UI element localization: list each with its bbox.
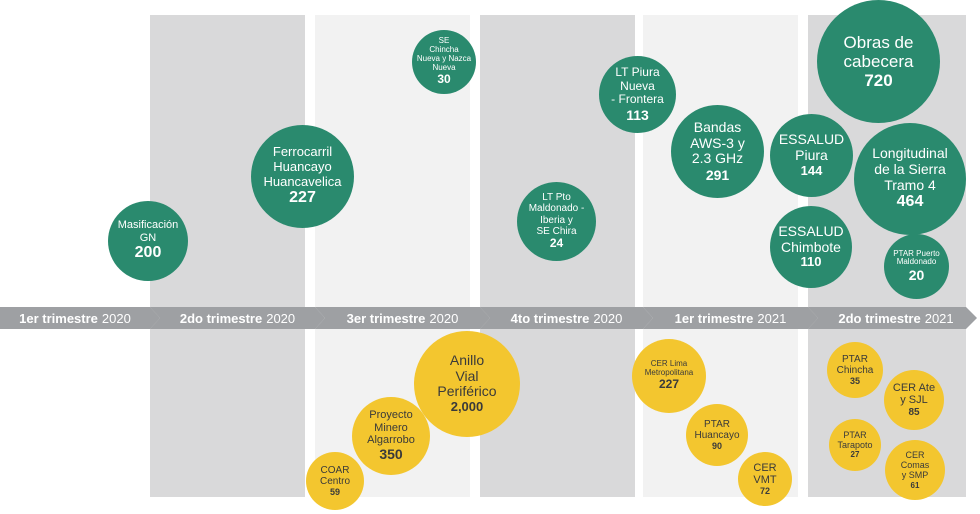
project-value: 35 <box>849 376 860 387</box>
project-value: 61 <box>910 480 920 490</box>
project-value: 144 <box>800 162 823 178</box>
project-name: Ferrocarril Huancayo Huancavelica <box>263 144 342 189</box>
project-bubble-cer-vmt: CER VMT 72 <box>738 452 792 506</box>
project-value: 85 <box>908 406 920 418</box>
project-name: Proyecto Minero Algarrobo <box>367 409 415 447</box>
timeline-label-2: 2do trimestre 2020 <box>160 307 315 329</box>
project-name: ESSALUD Chimbote <box>778 222 844 255</box>
project-bubble-masificacion-gn: Masificación GN 200 <box>108 201 188 281</box>
project-bubble-lt-piura-frontera: LT Piura Nueva - Frontera 113 <box>599 56 676 133</box>
project-bubble-essalud-chimbote: ESSALUD Chimbote 110 <box>770 206 852 288</box>
project-name: PTAR Puerto Maldonado <box>893 248 940 267</box>
project-bubble-proyecto-minero: Proyecto Minero Algarrobo 350 <box>352 397 430 475</box>
quarter-name: 3er trimestre <box>346 310 426 326</box>
project-name: LT Pto Maldonado - Iberia y SE Chira <box>528 192 585 237</box>
quarter-name: 1er trimestre <box>674 310 754 326</box>
project-bubble-obras-de-cabecera: Obras de cabecera 720 <box>817 0 940 123</box>
quarter-year: 2020 <box>266 310 296 326</box>
project-bubble-se-chincha-nazca: SE Chincha Nueva y Nazca Nueva 30 <box>412 30 476 94</box>
quarter-year: 2020 <box>593 310 623 326</box>
project-name: CER Lima Metropolitana <box>644 359 694 378</box>
project-value: 227 <box>289 189 316 207</box>
project-name: PTAR Chincha <box>836 353 874 376</box>
project-value: 27 <box>850 450 860 460</box>
quarter-year: 2020 <box>429 310 459 326</box>
project-bubble-cer-comas-smp: CER Comas y SMP 61 <box>885 440 945 500</box>
project-name: CER Ate y SJL <box>892 381 936 407</box>
project-value: 113 <box>626 106 649 123</box>
project-bubble-ptar-huancayo: PTAR Huancayo 90 <box>686 404 748 466</box>
timeline-label-4: 4to trimestre 2020 <box>490 307 643 329</box>
quarter-name: 4to trimestre <box>510 310 590 326</box>
project-name: SE Chincha Nueva y Nazca Nueva <box>416 36 472 73</box>
project-name: PTAR Tarapoto <box>837 430 873 451</box>
timeline-label-3: 3er trimestre 2020 <box>325 307 480 329</box>
project-value: 350 <box>379 446 403 463</box>
project-bubble-ptar-chincha: PTAR Chincha 35 <box>827 342 883 398</box>
project-name: Obras de cabecera <box>843 32 914 71</box>
quarter-name: 2do trimestre <box>179 310 263 326</box>
project-bubble-coar-centro: COAR Centro 59 <box>306 452 364 510</box>
quarter-name: 2do trimestre <box>838 310 921 326</box>
project-value: 200 <box>134 244 162 262</box>
project-value: 720 <box>864 70 893 90</box>
project-bubble-lt-pto-maldonado: LT Pto Maldonado - Iberia y SE Chira 24 <box>517 182 596 261</box>
quarter-name: 1er trimestre <box>19 310 98 326</box>
timeline-label-5: 1er trimestre 2021 <box>653 307 808 329</box>
project-value: 227 <box>658 377 680 392</box>
project-name: Bandas AWS-3 y 2.3 GHz <box>690 118 745 167</box>
quarter-year: 2021 <box>924 310 954 326</box>
project-value: 20 <box>908 267 925 284</box>
project-value: 72 <box>759 486 770 497</box>
project-value: 2,000 <box>450 399 484 415</box>
project-name: Anillo Vial Periférico <box>437 352 497 400</box>
project-value: 24 <box>549 235 564 250</box>
project-bubble-longitudinal-sierra: Longitudinal de la Sierra Tramo 4 464 <box>854 123 966 235</box>
project-bubble-bandas-aws3: Bandas AWS-3 y 2.3 GHz 291 <box>671 105 764 198</box>
project-bubble-ptar-tarapoto: PTAR Tarapoto 27 <box>829 419 881 471</box>
quarter-year: 2021 <box>757 310 787 326</box>
project-bubble-ferrocarril: Ferrocarril Huancayo Huancavelica 227 <box>251 125 354 228</box>
project-name: CER VMT <box>753 461 777 486</box>
project-bubble-essalud-piura: ESSALUD Piura 144 <box>770 114 853 197</box>
quarter-year: 2020 <box>101 310 131 326</box>
project-value: 110 <box>800 254 822 270</box>
project-name: CER Comas y SMP <box>900 450 930 481</box>
project-name: Longitudinal de la Sierra Tramo 4 <box>872 145 948 193</box>
timeline-label-1: 1er trimestre 2020 <box>0 307 150 329</box>
project-name: LT Piura Nueva - Frontera <box>611 65 664 107</box>
project-name: COAR Centro <box>319 464 350 487</box>
project-value: 291 <box>705 166 730 183</box>
project-bubble-ptar-puerto-maldonado: PTAR Puerto Maldonado 20 <box>884 234 949 299</box>
project-bubble-cer-ate-sjl: CER Ate y SJL 85 <box>884 370 944 430</box>
project-name: Masificación GN <box>117 219 179 244</box>
project-value: 30 <box>437 72 451 86</box>
timeline-label-6: 2do trimestre 2021 <box>818 307 974 329</box>
project-value: 59 <box>329 487 340 498</box>
project-name: ESSALUD Piura <box>778 131 845 164</box>
project-value: 464 <box>896 193 924 211</box>
project-bubble-anillo-vial: Anillo Vial Periférico 2,000 <box>414 331 520 437</box>
project-value: 90 <box>711 441 722 452</box>
project-name: PTAR Huancayo <box>694 418 740 441</box>
project-bubble-cer-lima: CER Lima Metropolitana 227 <box>632 339 706 413</box>
